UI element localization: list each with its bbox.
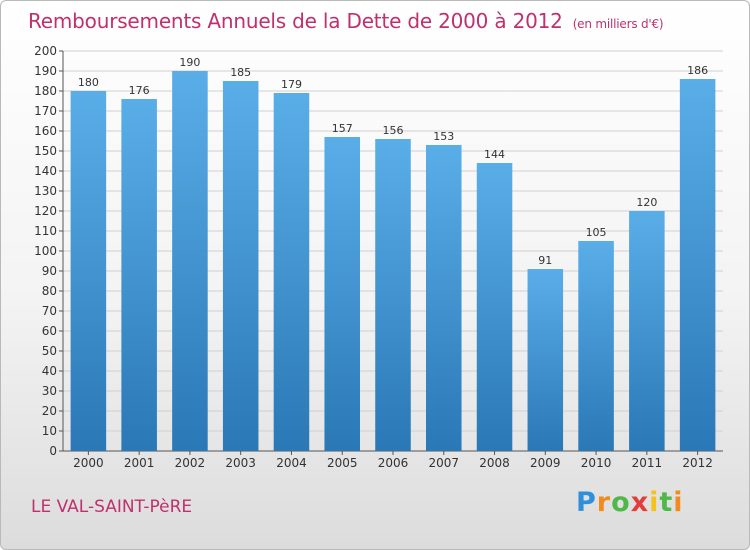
chart-title-text: Remboursements Annuels de la Dette de 20… — [28, 9, 563, 33]
bar-value-label: 153 — [433, 130, 454, 143]
bar-value-label: 120 — [636, 196, 657, 209]
y-tick-label: 110 — [34, 224, 57, 238]
bar-value-label: 186 — [687, 64, 708, 77]
bar-value-label: 176 — [129, 84, 150, 97]
bar — [222, 81, 259, 451]
y-tick-label: 20 — [42, 404, 57, 418]
chart-title: Remboursements Annuels de la Dette de 20… — [28, 9, 664, 33]
x-tick-label: 2003 — [225, 456, 256, 470]
bar — [426, 145, 462, 451]
bar-value-label: 156 — [383, 124, 404, 137]
y-tick-label: 70 — [42, 304, 57, 318]
x-tick-label: 2004 — [276, 456, 307, 470]
bar-value-label: 105 — [586, 226, 607, 239]
x-tick-label: 2011 — [632, 456, 663, 470]
x-tick-label: 2000 — [73, 456, 104, 470]
y-tick-label: 170 — [34, 104, 57, 118]
bar — [172, 71, 208, 451]
y-tick-label: 190 — [34, 64, 57, 78]
y-tick-label: 100 — [34, 244, 57, 258]
commune-name: LE VAL-SAINT-PèRE — [31, 497, 193, 517]
x-tick-label: 2001 — [124, 456, 155, 470]
x-tick-label: 2002 — [175, 456, 206, 470]
proxiti-logo: Proxiti — [576, 487, 684, 518]
y-tick-label: 200 — [34, 44, 57, 58]
bar-value-label: 185 — [230, 66, 251, 79]
y-tick-label: 40 — [42, 364, 57, 378]
bar — [273, 93, 310, 451]
bar — [629, 211, 665, 451]
bar — [70, 91, 107, 451]
x-tick-label: 2006 — [378, 456, 409, 470]
bar — [527, 269, 564, 451]
chart-unit: (en milliers d'€) — [572, 17, 664, 31]
bar — [679, 79, 716, 451]
bar — [578, 241, 614, 451]
y-tick-label: 60 — [42, 324, 57, 338]
logo-letter: r — [596, 487, 612, 518]
y-tick-label: 50 — [42, 344, 57, 358]
bar — [121, 99, 157, 451]
x-tick-label: 2012 — [682, 456, 713, 470]
y-tick-label: 130 — [34, 184, 57, 198]
y-tick-label: 80 — [42, 284, 57, 298]
bar-value-label: 91 — [538, 254, 552, 267]
x-tick-label: 2010 — [581, 456, 612, 470]
logo-letter: o — [611, 487, 631, 518]
y-tick-label: 30 — [42, 384, 57, 398]
y-tick-label: 180 — [34, 84, 57, 98]
bar — [375, 139, 411, 451]
y-tick-label: 120 — [34, 204, 57, 218]
y-tick-label: 0 — [49, 444, 57, 458]
y-tick-label: 10 — [42, 424, 57, 438]
logo-letter: i — [673, 487, 684, 518]
y-tick-label: 150 — [34, 144, 57, 158]
bar-value-label: 180 — [78, 76, 99, 89]
y-tick-label: 160 — [34, 124, 57, 138]
bar-value-label: 157 — [332, 122, 353, 135]
bar — [476, 163, 513, 451]
x-tick-label: 2008 — [479, 456, 510, 470]
logo-letter: i — [649, 487, 660, 518]
x-tick-label: 2009 — [530, 456, 561, 470]
bar-chart: 0 10 20 30 40 50 60 70 80 90 100 110 120 130 140 150 160… — [34, 44, 723, 470]
logo-letter: x — [630, 487, 650, 518]
y-tick-label: 140 — [34, 164, 57, 178]
bar-value-label: 190 — [179, 56, 200, 69]
bar-value-label: 144 — [484, 148, 505, 161]
logo-letter: t — [659, 487, 674, 518]
bar-value-label: 179 — [281, 78, 302, 91]
x-tick-label: 2007 — [428, 456, 459, 470]
bar — [324, 137, 360, 451]
logo-letter: P — [576, 487, 597, 518]
x-tick-label: 2005 — [327, 456, 358, 470]
y-tick-label: 90 — [42, 264, 57, 278]
